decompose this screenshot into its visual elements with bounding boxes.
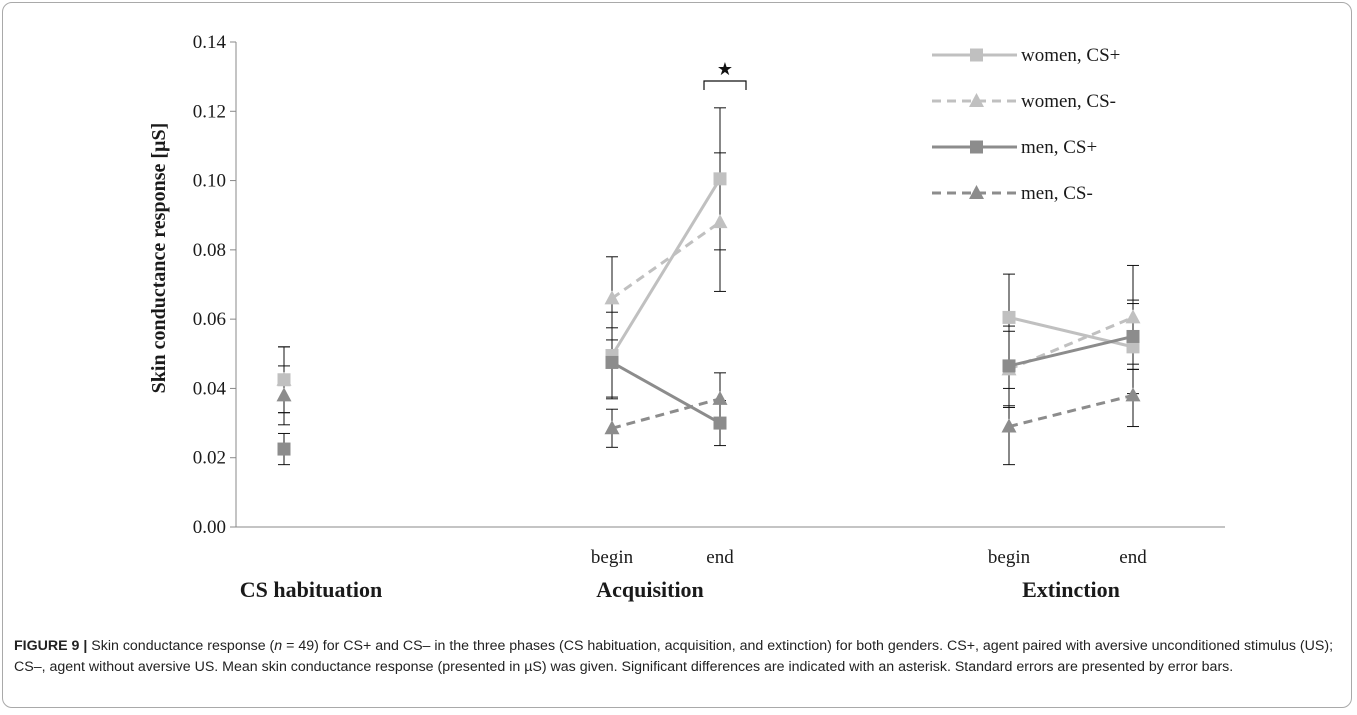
legend: women, CS+ women, CS-men, CS+ men, CS- <box>932 45 1120 204</box>
data-point <box>713 416 727 430</box>
data-point <box>1002 359 1016 373</box>
data-point <box>1126 329 1140 343</box>
y-tick-label: 0.14 <box>193 32 227 53</box>
caption-text-part-1: Skin conductance response ( <box>87 638 275 654</box>
x-tick-label: begin <box>591 547 634 568</box>
x-tick-label: begin <box>988 547 1031 568</box>
data-point <box>276 387 292 402</box>
legend-marker <box>970 48 983 62</box>
data-point <box>604 290 620 305</box>
series-layer: ★ <box>276 59 1141 466</box>
y-tick-label: 0.00 <box>193 517 226 538</box>
data-point <box>712 390 728 405</box>
group-label: Extinction <box>1022 577 1120 602</box>
y-tick-label: 0.06 <box>193 309 226 330</box>
legend-label: women, CS- <box>1021 91 1116 112</box>
data-point <box>712 214 728 229</box>
caption-text-part-2: = 49) for CS+ and CS– in the three phase… <box>14 638 1334 675</box>
data-point <box>1002 310 1016 324</box>
data-point <box>276 371 292 386</box>
y-tick-label: 0.08 <box>193 240 226 261</box>
significance-bracket <box>703 80 747 90</box>
axes: 0.00 0.02 0.04 0.06 0.08 0.10 0.12 0.14 begin end… <box>193 32 1225 602</box>
series-line <box>611 220 721 300</box>
data-point <box>604 420 620 435</box>
caption-figure-label: FIGURE 9 | <box>14 638 88 654</box>
series-line <box>1008 393 1134 428</box>
data-point <box>1126 340 1140 354</box>
caption-n-symbol: n <box>274 638 283 654</box>
legend-label: women, CS+ <box>1021 45 1120 66</box>
y-tick-label: 0.10 <box>193 171 226 192</box>
series-line <box>611 361 721 425</box>
data-point <box>713 172 727 186</box>
line-chart: 0.00 0.02 0.04 0.06 0.08 0.10 0.12 0.14 begin end… <box>148 32 1225 602</box>
y-tick-label: 0.12 <box>193 101 226 122</box>
x-tick-label: end <box>706 547 734 568</box>
data-point <box>605 355 619 369</box>
legend-marker <box>969 93 984 107</box>
series-line <box>1008 335 1134 368</box>
data-point <box>1125 387 1141 402</box>
y-tick-label: 0.02 <box>193 448 226 469</box>
data-point <box>277 442 291 456</box>
x-tick-label: end <box>1119 547 1147 568</box>
series-line <box>610 178 722 357</box>
data-point <box>1125 309 1141 324</box>
legend-label: men, CS- <box>1021 183 1093 204</box>
group-label: CS habituation <box>240 577 382 602</box>
figure-caption: FIGURE 9 | Skin conductance response (n … <box>14 636 1344 678</box>
legend-marker <box>969 185 984 199</box>
data-point <box>1001 418 1017 433</box>
legend-marker <box>970 140 983 154</box>
y-axis-title: Skin conductance response [µS] <box>148 123 170 394</box>
y-tick-label: 0.04 <box>193 378 227 399</box>
legend-label: men, CS+ <box>1021 137 1097 158</box>
group-label: Acquisition <box>596 577 704 602</box>
significance-asterisk: ★ <box>717 59 733 80</box>
series-line <box>611 397 721 430</box>
